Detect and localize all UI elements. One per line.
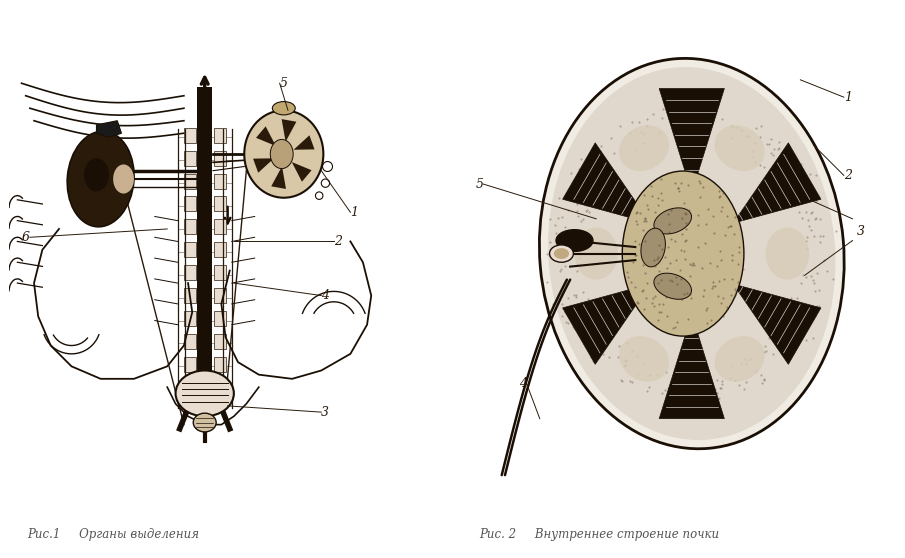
Polygon shape [293, 135, 315, 150]
Bar [214, 196, 225, 211]
Ellipse shape [623, 171, 744, 336]
Ellipse shape [575, 228, 618, 280]
Ellipse shape [715, 126, 765, 171]
Ellipse shape [556, 230, 593, 252]
Ellipse shape [715, 336, 765, 382]
Bar [184, 265, 195, 280]
Ellipse shape [554, 248, 569, 259]
Polygon shape [281, 119, 297, 142]
Polygon shape [733, 284, 821, 364]
Bar [184, 219, 195, 234]
Bar [214, 379, 225, 395]
Ellipse shape [549, 245, 574, 262]
Bar [184, 288, 195, 303]
Ellipse shape [176, 371, 233, 416]
Polygon shape [563, 284, 651, 364]
Text: 4: 4 [321, 289, 329, 302]
Ellipse shape [84, 158, 109, 191]
Text: 3: 3 [857, 225, 865, 238]
Text: 2: 2 [334, 235, 342, 248]
FancyBboxPatch shape [197, 88, 212, 421]
Ellipse shape [271, 140, 293, 169]
Polygon shape [563, 143, 651, 223]
Ellipse shape [244, 110, 323, 198]
Ellipse shape [619, 126, 669, 171]
Text: 4: 4 [519, 377, 527, 391]
Text: 5: 5 [475, 177, 483, 191]
Bar [214, 128, 225, 143]
Polygon shape [253, 158, 274, 173]
Text: Рис. 2     Внутреннее строение почки: Рис. 2 Внутреннее строение почки [480, 528, 719, 541]
Text: 2: 2 [843, 169, 852, 182]
Bar [184, 174, 195, 189]
Ellipse shape [766, 228, 809, 280]
Bar [184, 311, 195, 326]
Polygon shape [733, 143, 821, 223]
Text: 5: 5 [280, 77, 288, 90]
Text: 1: 1 [843, 91, 852, 104]
Bar [214, 288, 225, 303]
Polygon shape [272, 166, 286, 189]
Bar [214, 242, 225, 257]
Text: 1: 1 [350, 206, 358, 219]
Text: Рис.1     Органы выделения: Рис.1 Органы выделения [27, 528, 199, 541]
Ellipse shape [194, 413, 216, 432]
Ellipse shape [113, 165, 134, 194]
Polygon shape [659, 314, 724, 418]
Ellipse shape [539, 59, 844, 449]
Bar [184, 379, 195, 395]
Bar [214, 334, 225, 349]
Bar [184, 334, 195, 349]
Ellipse shape [654, 273, 691, 299]
Bar [214, 357, 225, 372]
Bar [184, 242, 195, 257]
Ellipse shape [641, 228, 665, 267]
Bar [214, 174, 225, 189]
Polygon shape [256, 126, 276, 146]
Bar [184, 196, 195, 211]
Text: 6: 6 [22, 231, 30, 244]
Bar [214, 265, 225, 280]
Bar [184, 357, 195, 372]
Polygon shape [659, 89, 724, 193]
Ellipse shape [548, 67, 835, 440]
Ellipse shape [67, 131, 134, 227]
Bar [184, 151, 195, 166]
Bar [214, 219, 225, 234]
Ellipse shape [654, 208, 691, 234]
Text: 3: 3 [321, 406, 329, 418]
Bar [214, 151, 225, 166]
Bar [214, 311, 225, 326]
Bar [184, 128, 195, 143]
Polygon shape [291, 162, 311, 182]
Ellipse shape [272, 102, 295, 115]
Ellipse shape [619, 336, 669, 382]
Polygon shape [97, 121, 121, 137]
